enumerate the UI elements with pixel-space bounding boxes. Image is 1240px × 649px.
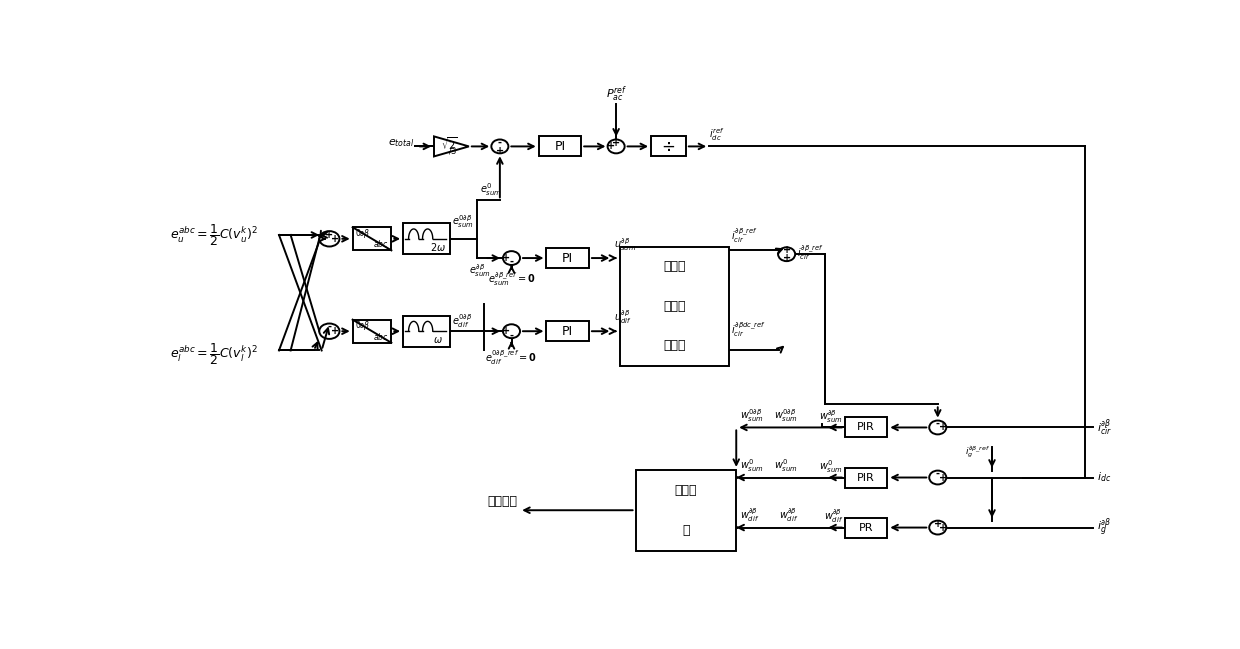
Text: +: +	[496, 145, 503, 156]
Text: $w_{dif}^{\partial\beta}$: $w_{dif}^{\partial\beta}$	[740, 506, 760, 524]
Bar	[635, 470, 737, 550]
Text: $w_{sum}^{0}$: $w_{sum}^{0}$	[740, 457, 764, 474]
Text: $u_{dif}^{\partial\beta}$: $u_{dif}^{\partial\beta}$	[614, 308, 631, 326]
Text: -: -	[510, 257, 513, 267]
Ellipse shape	[929, 421, 946, 434]
Text: $e_u^{abc}=\dfrac{1}{2}C(v_u^k)^2$: $e_u^{abc}=\dfrac{1}{2}C(v_u^k)^2$	[171, 222, 258, 248]
Text: $\sqrt{2}$: $\sqrt{2}$	[441, 135, 458, 152]
Text: $u_{sum}^{\partial\beta}$: $u_{sum}^{\partial\beta}$	[614, 236, 636, 252]
Text: -: -	[510, 330, 513, 340]
Text: $i_{g}^{\partial\beta}$: $i_{g}^{\partial\beta}$	[1096, 517, 1111, 539]
Text: $e_{sum}^{0}$: $e_{sum}^{0}$	[481, 181, 502, 198]
Text: $0\partial\beta$: $0\partial\beta$	[356, 319, 371, 332]
Text: PR: PR	[859, 522, 873, 533]
Bar	[651, 136, 686, 156]
Text: $e_{total}$: $e_{total}$	[388, 138, 414, 149]
Text: $e_{sum}^{\partial\beta\_ref}=\mathbf{0}$: $e_{sum}^{\partial\beta\_ref}=\mathbf{0}…	[487, 271, 536, 288]
Text: $w_{sum}^{0}$: $w_{sum}^{0}$	[774, 457, 799, 474]
Text: 制: 制	[682, 524, 689, 537]
Bar	[538, 136, 582, 156]
Text: $\div$: $\div$	[661, 138, 676, 155]
Polygon shape	[434, 136, 469, 156]
Text: +: +	[782, 245, 791, 256]
Text: $i_{cir}^{\partial\beta\_ref}$: $i_{cir}^{\partial\beta\_ref}$	[796, 243, 823, 262]
Text: -: -	[327, 322, 331, 332]
Bar	[352, 320, 392, 343]
Text: $i_{cir}^{\partial\beta}$: $i_{cir}^{\partial\beta}$	[1096, 417, 1112, 438]
Text: $i_{cir}^{\partial\beta dc\_ref}$: $i_{cir}^{\partial\beta dc\_ref}$	[730, 321, 766, 339]
Text: +: +	[502, 326, 511, 336]
Text: PI: PI	[562, 324, 573, 337]
Text: +: +	[782, 253, 791, 263]
Ellipse shape	[320, 323, 340, 339]
Text: +: +	[606, 141, 615, 151]
Bar	[403, 316, 449, 347]
Ellipse shape	[608, 140, 625, 153]
Text: +: +	[939, 522, 947, 533]
Text: $abc$: $abc$	[373, 331, 388, 342]
Ellipse shape	[503, 324, 520, 338]
Bar	[547, 321, 589, 341]
Text: 桥臂电: 桥臂电	[663, 260, 686, 273]
Text: $e_l^{abc}=\dfrac{1}{2}C(v_l^k)^2$: $e_l^{abc}=\dfrac{1}{2}C(v_l^k)^2$	[171, 341, 258, 367]
Text: $/3$: $/3$	[449, 145, 458, 156]
Text: +: +	[939, 472, 947, 482]
Text: 门极信号: 门极信号	[487, 495, 518, 508]
Ellipse shape	[503, 251, 520, 265]
Bar	[403, 223, 449, 254]
Bar	[844, 517, 888, 537]
Ellipse shape	[320, 231, 340, 247]
Text: +: +	[502, 253, 511, 263]
Text: -: -	[936, 469, 940, 479]
Text: $w_{dif}^{\partial\beta}$: $w_{dif}^{\partial\beta}$	[823, 508, 843, 525]
Ellipse shape	[779, 247, 795, 261]
Text: 信号调: 信号调	[675, 484, 697, 496]
Text: $i_{g}^{\partial\beta\_ref}$: $i_{g}^{\partial\beta\_ref}$	[965, 445, 991, 460]
Text: $2\omega$: $2\omega$	[430, 241, 446, 253]
Text: -: -	[936, 419, 940, 428]
Text: $e_{dif}^{0\partial\beta}$: $e_{dif}^{0\partial\beta}$	[451, 312, 472, 330]
Ellipse shape	[491, 140, 508, 153]
Text: $e_{sum}^{0\partial\beta}$: $e_{sum}^{0\partial\beta}$	[451, 213, 474, 230]
Text: +: +	[939, 422, 947, 432]
Text: $0\partial\beta$: $0\partial\beta$	[356, 227, 371, 239]
Bar	[620, 247, 729, 366]
Text: $w_{sum}^{0\partial\beta}$: $w_{sum}^{0\partial\beta}$	[774, 407, 799, 424]
Text: $\omega$: $\omega$	[433, 335, 443, 345]
Bar	[844, 417, 888, 437]
Text: +: +	[934, 519, 942, 529]
Text: PIR: PIR	[857, 472, 875, 482]
Bar	[352, 227, 392, 251]
Text: $i_{dc}^{ref}$: $i_{dc}^{ref}$	[709, 126, 725, 143]
Text: PI: PI	[562, 252, 573, 265]
Text: $i_{dc}$: $i_{dc}$	[1096, 471, 1111, 484]
Text: $e_{sum}^{\partial\beta}$: $e_{sum}^{\partial\beta}$	[469, 262, 491, 278]
Ellipse shape	[929, 520, 946, 535]
Text: $w_{dif}^{\partial\beta}$: $w_{dif}^{\partial\beta}$	[779, 506, 799, 524]
Text: -: -	[498, 138, 502, 147]
Text: $P_{ac}^{ref}$: $P_{ac}^{ref}$	[605, 84, 626, 104]
Text: 流参考: 流参考	[663, 300, 686, 313]
Text: PI: PI	[554, 140, 565, 153]
Text: $i_{cir}^{\partial\beta\_ref}$: $i_{cir}^{\partial\beta\_ref}$	[730, 227, 758, 245]
Bar	[844, 467, 888, 487]
Text: $w_{sum}^{0}$: $w_{sum}^{0}$	[820, 458, 843, 475]
Bar	[547, 248, 589, 268]
Text: +: +	[325, 230, 334, 239]
Text: PIR: PIR	[857, 422, 875, 432]
Text: $w_{sum}^{0\partial\beta}$: $w_{sum}^{0\partial\beta}$	[740, 407, 764, 424]
Text: 值计算: 值计算	[663, 339, 686, 352]
Text: $w_{sum}^{\partial\beta}$: $w_{sum}^{\partial\beta}$	[820, 408, 843, 425]
Ellipse shape	[929, 471, 946, 484]
Text: +: +	[613, 138, 620, 147]
Text: +: +	[331, 234, 340, 244]
Text: $e_{dif}^{0\partial\beta\_ref}=\mathbf{0}$: $e_{dif}^{0\partial\beta\_ref}=\mathbf{0…	[485, 348, 538, 367]
Text: $abc$: $abc$	[373, 238, 388, 249]
Text: +: +	[331, 326, 340, 336]
